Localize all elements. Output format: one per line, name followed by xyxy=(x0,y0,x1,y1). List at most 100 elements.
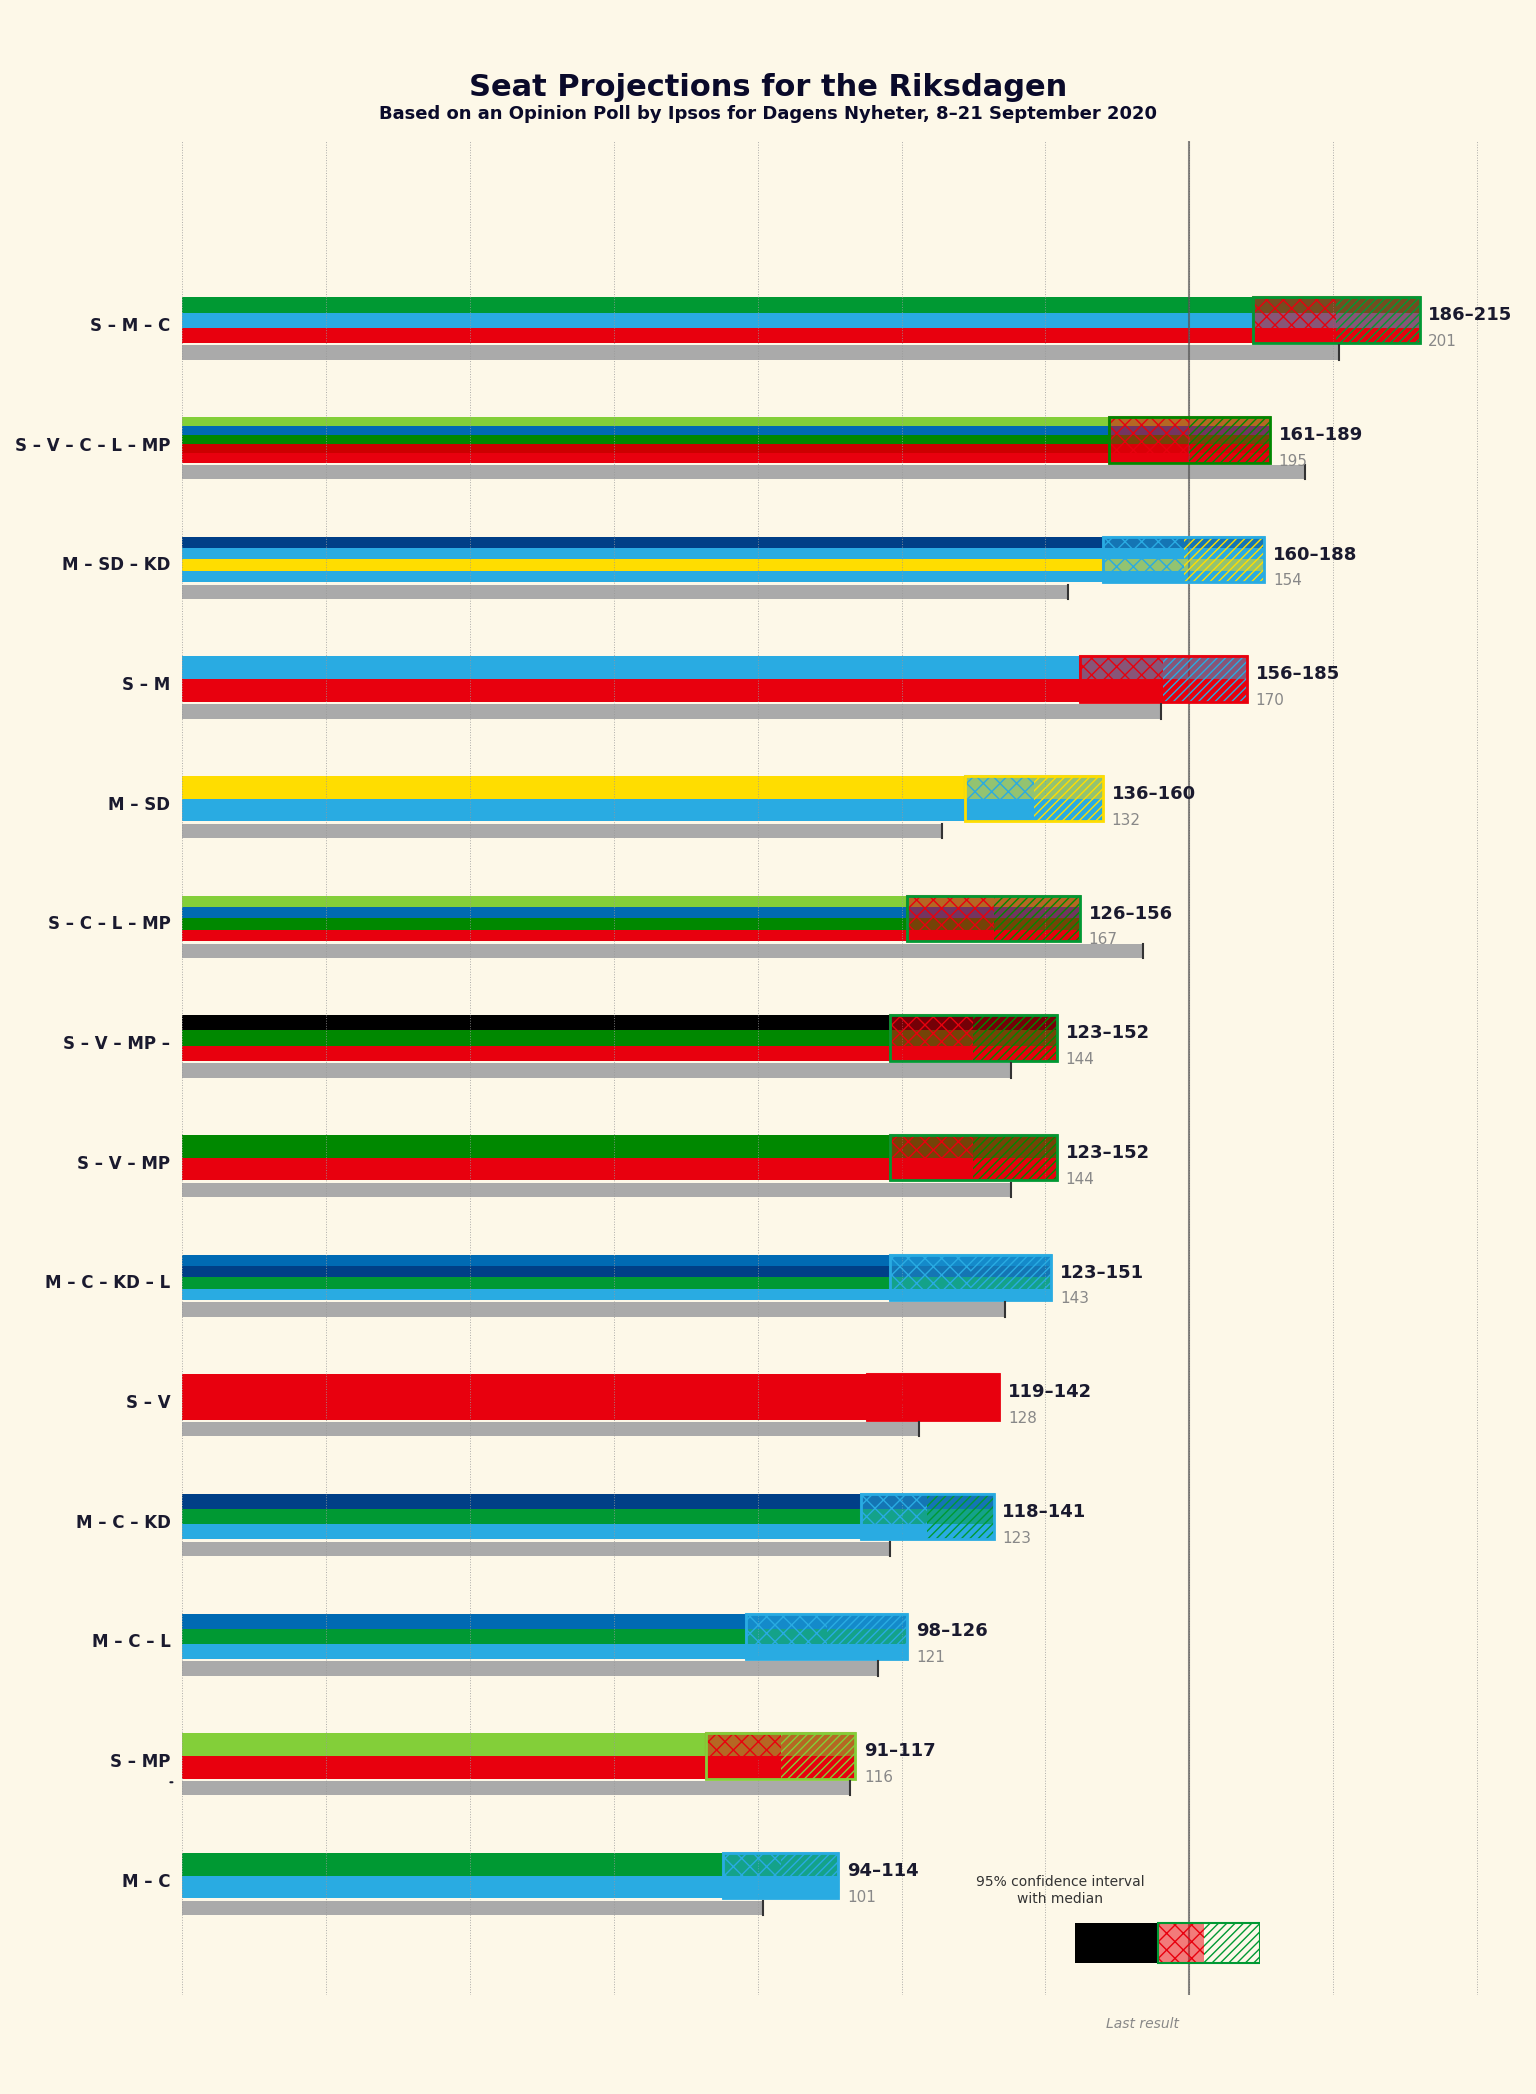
Bar xyxy=(181,1277,1051,1288)
Bar xyxy=(181,1876,839,1899)
Bar xyxy=(181,1267,1051,1277)
Bar xyxy=(181,1045,1057,1062)
Bar xyxy=(705,1734,856,1778)
Bar xyxy=(181,1661,879,1675)
Text: 161–189: 161–189 xyxy=(1278,425,1362,444)
Text: S – V – MP –: S – V – MP – xyxy=(63,1034,170,1053)
Text: M – SD: M – SD xyxy=(109,796,170,815)
Bar xyxy=(1158,1922,1204,1964)
Bar xyxy=(181,1254,1051,1267)
Bar xyxy=(866,1374,934,1420)
Bar xyxy=(1204,1922,1260,1964)
Bar xyxy=(889,1016,974,1062)
Bar xyxy=(181,1644,908,1658)
Text: 136–160: 136–160 xyxy=(1112,785,1197,802)
Bar xyxy=(181,465,1304,480)
Bar xyxy=(1253,297,1336,343)
Text: S – C – L – MP: S – C – L – MP xyxy=(48,915,170,934)
Bar xyxy=(181,1374,1000,1420)
Bar xyxy=(181,444,1270,454)
Bar xyxy=(1080,655,1163,701)
Bar xyxy=(746,1614,908,1658)
Text: 116: 116 xyxy=(865,1769,892,1784)
Text: Based on an Opinion Poll by Ipsos for Dagens Nyheter, 8–21 September 2020: Based on an Opinion Poll by Ipsos for Da… xyxy=(379,105,1157,124)
Bar xyxy=(181,549,1264,559)
Bar xyxy=(889,1016,1057,1062)
Bar xyxy=(1253,297,1419,343)
Bar xyxy=(705,1734,780,1778)
Bar xyxy=(181,312,1419,327)
Bar xyxy=(1080,655,1247,701)
Bar xyxy=(705,1734,856,1778)
Text: 98–126: 98–126 xyxy=(915,1623,988,1640)
Bar xyxy=(181,944,1143,957)
Text: 195: 195 xyxy=(1278,454,1307,469)
Bar xyxy=(181,1734,856,1757)
Bar xyxy=(746,1614,826,1658)
Text: 144: 144 xyxy=(1066,1173,1095,1187)
Bar xyxy=(181,1135,1057,1158)
Bar xyxy=(181,896,1080,907)
Bar xyxy=(1103,536,1184,582)
Text: 94–114: 94–114 xyxy=(846,1862,919,1880)
Bar xyxy=(908,896,1080,940)
Bar xyxy=(889,1254,1051,1300)
Bar xyxy=(181,425,1270,436)
Bar xyxy=(934,1374,1000,1420)
Bar xyxy=(181,327,1419,343)
Bar xyxy=(889,1254,971,1300)
Bar xyxy=(866,1374,1000,1420)
Text: 167: 167 xyxy=(1089,932,1118,946)
Bar xyxy=(181,1782,849,1795)
Bar xyxy=(181,930,1080,940)
Bar xyxy=(889,1135,1057,1181)
Text: S – MP: S – MP xyxy=(111,1753,170,1772)
Bar xyxy=(889,1016,1057,1062)
Text: S – V: S – V xyxy=(126,1395,170,1411)
Text: 132: 132 xyxy=(1112,812,1141,827)
Bar xyxy=(181,823,942,838)
Text: 119–142: 119–142 xyxy=(1008,1384,1092,1401)
Bar xyxy=(1109,417,1270,463)
Bar xyxy=(181,559,1264,572)
Bar xyxy=(181,1302,1005,1317)
Bar xyxy=(1184,536,1264,582)
Bar xyxy=(181,1853,839,1876)
Bar xyxy=(181,1541,889,1556)
Text: 126–156: 126–156 xyxy=(1089,905,1174,923)
Bar xyxy=(181,1629,908,1644)
Text: M – SD – KD: M – SD – KD xyxy=(61,557,170,574)
Bar xyxy=(181,919,1080,930)
Bar xyxy=(181,584,1069,599)
Text: Last result: Last result xyxy=(1106,2017,1180,2031)
Bar xyxy=(181,1614,908,1629)
Bar xyxy=(181,297,1419,312)
Text: 201: 201 xyxy=(1428,335,1458,350)
Bar xyxy=(862,1493,928,1539)
Text: 143: 143 xyxy=(1060,1292,1089,1307)
Bar xyxy=(181,1183,1011,1198)
Bar xyxy=(1109,417,1189,463)
Text: M – C – KD: M – C – KD xyxy=(75,1514,170,1531)
Bar xyxy=(181,704,1161,718)
Bar xyxy=(1253,297,1419,343)
Bar xyxy=(1158,1922,1204,1964)
Text: 160–188: 160–188 xyxy=(1273,547,1358,563)
Bar xyxy=(1189,417,1270,463)
Text: 101: 101 xyxy=(846,1889,876,1906)
Bar xyxy=(1080,655,1247,701)
Bar xyxy=(780,1734,856,1778)
Bar xyxy=(780,1853,839,1899)
Text: 123–152: 123–152 xyxy=(1066,1024,1150,1043)
Bar xyxy=(974,1135,1057,1181)
Bar xyxy=(181,417,1270,425)
Bar xyxy=(746,1614,908,1658)
Text: 186–215: 186–215 xyxy=(1428,306,1513,325)
Bar xyxy=(908,896,994,940)
Bar xyxy=(994,896,1080,940)
Bar xyxy=(181,907,1080,919)
Bar xyxy=(965,777,1103,821)
Bar xyxy=(1336,297,1419,343)
Bar xyxy=(965,777,1103,821)
Bar xyxy=(181,346,1339,360)
